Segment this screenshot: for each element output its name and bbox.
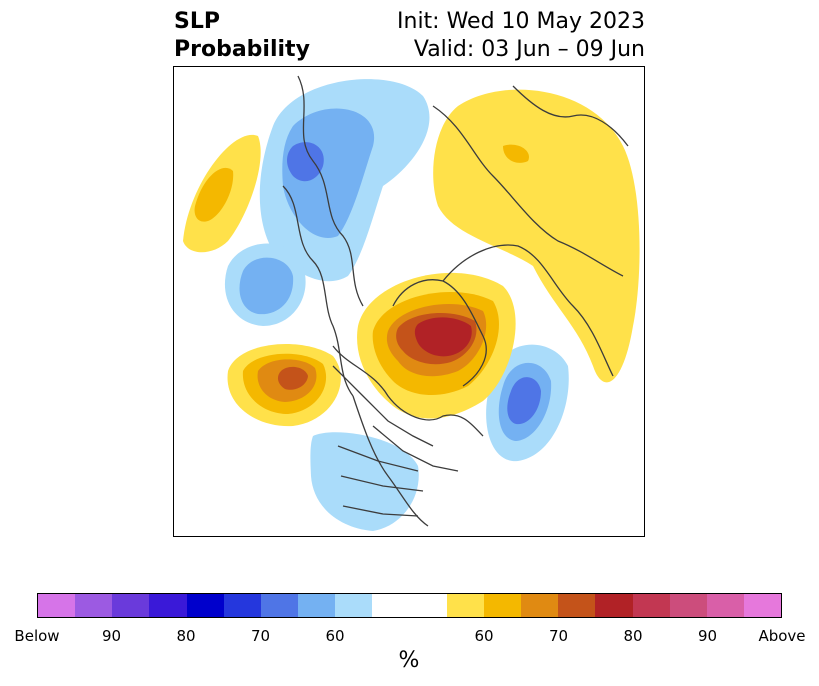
map-frame <box>173 66 645 537</box>
colorbar-segment <box>446 594 484 617</box>
colorbar-tick-label: 70 <box>250 627 271 645</box>
colorbar-segment <box>595 594 633 617</box>
above-region-eurasia <box>433 89 640 383</box>
map-dates: Init: Wed 10 May 2023 Valid: 03 Jun – 09… <box>397 8 645 64</box>
map-title: SLP Probability <box>174 8 310 64</box>
colorbar-segment <box>75 594 113 617</box>
above-region-ne-pacific-80 <box>277 366 308 390</box>
valid-range: Valid: 03 Jun – 09 Jun <box>413 37 645 62</box>
above-region-eurasia-60 <box>503 144 529 163</box>
colorbar-segment <box>260 594 299 617</box>
colorbar-segment <box>558 594 596 617</box>
colorbar-tick-label: 90 <box>697 627 718 645</box>
colorbar-units: % <box>398 648 420 673</box>
colorbar-tick-label: 60 <box>325 627 345 645</box>
above-region-west-60 <box>194 167 234 222</box>
colorbar-segment <box>223 594 261 617</box>
probability-map <box>173 66 645 537</box>
colorbar-tick-label: 90 <box>101 627 122 645</box>
colorbar-segment <box>521 594 559 617</box>
colorbar-segment <box>372 594 410 617</box>
colorbar-segment <box>743 594 782 617</box>
title-variable: SLP <box>174 9 220 34</box>
below-region-pacific-70 <box>239 257 294 315</box>
colorbar-tick-label: Below <box>14 627 60 645</box>
below-region-alaska-70 <box>282 108 375 238</box>
colorbar-segment <box>298 594 336 617</box>
above-region-greenland-90 <box>414 317 472 357</box>
colorbar-segment <box>335 594 373 617</box>
below-region-atlantic-80 <box>507 377 541 425</box>
colorbar-tick-label: 80 <box>623 627 643 645</box>
colorbar-tick-label: Above <box>758 627 806 645</box>
colorbar-segment <box>112 594 150 617</box>
colorbar-tick-label: 60 <box>474 627 494 645</box>
colorbar-segment <box>706 594 744 617</box>
colorbar-segment <box>38 594 76 617</box>
colorbar-segment <box>186 594 224 617</box>
colorbar-tick-label: 70 <box>548 627 569 645</box>
colorbar-tick-label: 80 <box>176 627 196 645</box>
colorbar-segment <box>669 594 707 617</box>
title-quantity: Probability <box>174 37 310 62</box>
colorbar-segment <box>409 594 447 617</box>
init-date: Init: Wed 10 May 2023 <box>397 9 645 34</box>
colorbar-segment <box>149 594 187 617</box>
colorbar-segment <box>483 594 522 617</box>
colorbar-segment <box>632 594 670 617</box>
coastlines <box>282 75 629 527</box>
below-region-alaska-80 <box>287 142 324 182</box>
colorbar <box>37 593 782 618</box>
